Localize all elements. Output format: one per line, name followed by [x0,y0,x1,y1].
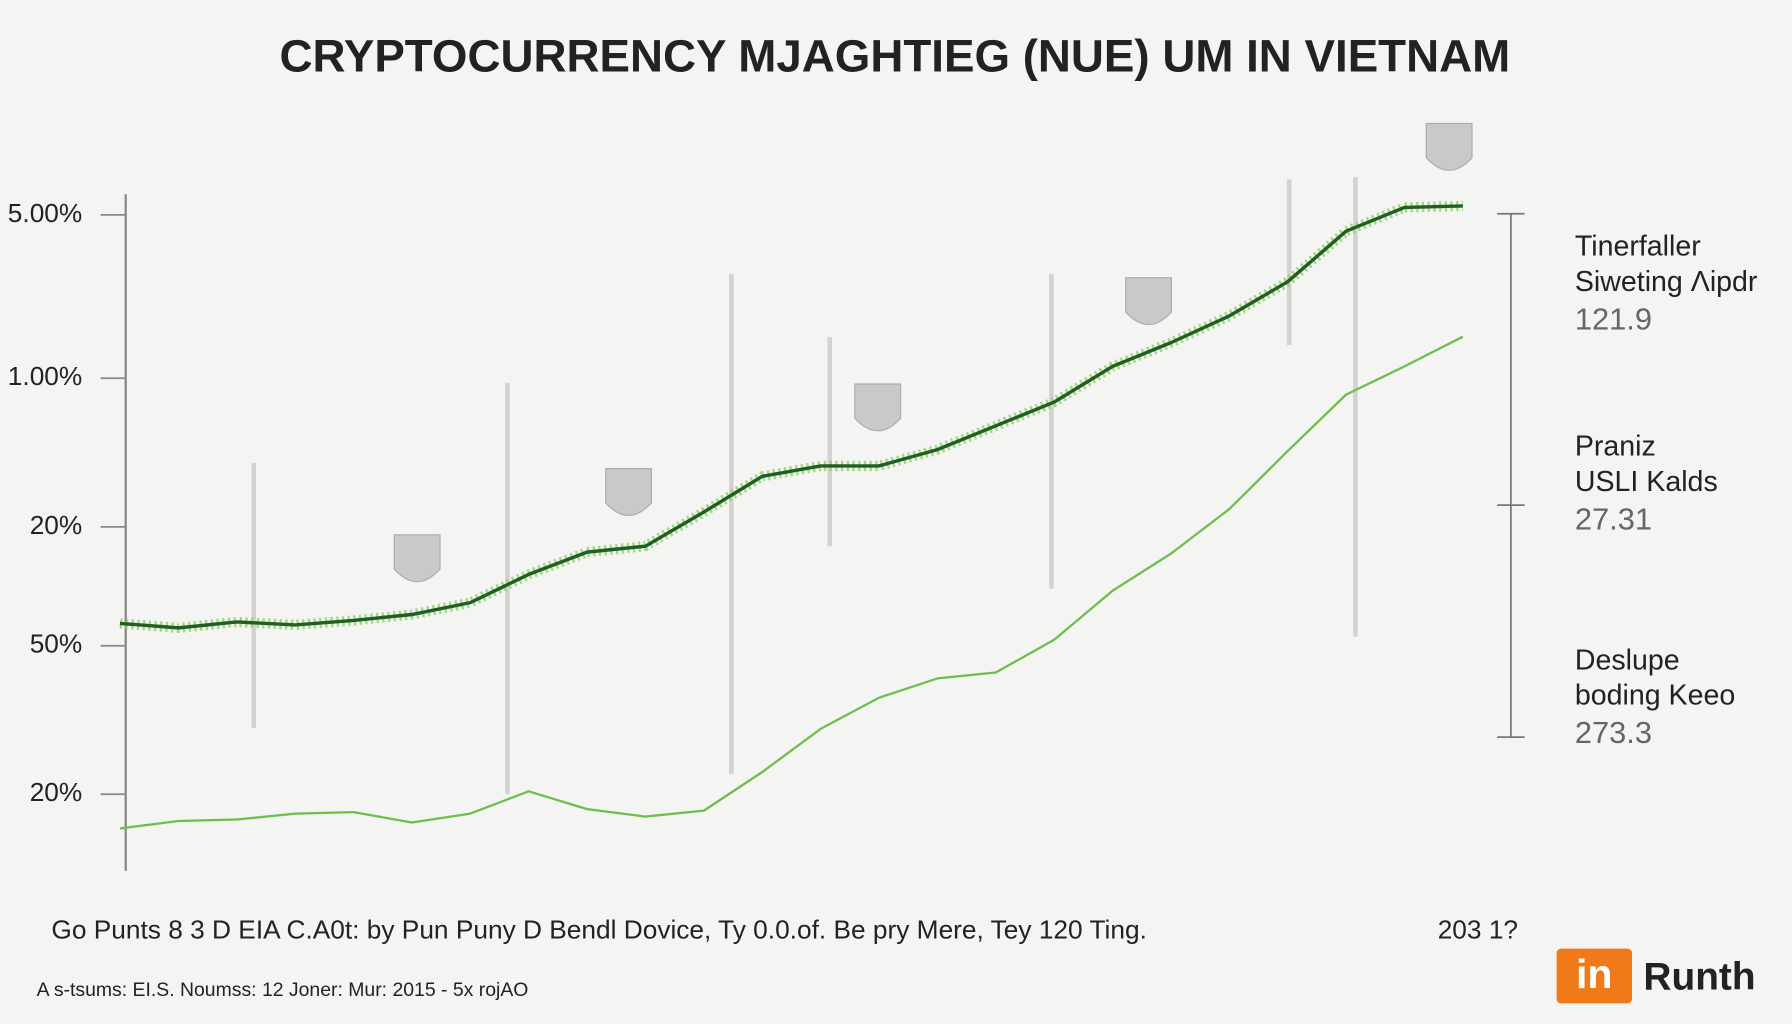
bracket [1497,212,1525,738]
logo-name: Runth [1643,956,1755,999]
annotation-figure: 27.31 [1575,501,1652,536]
source: Go Punts 8 3 D EIA C.A0t: by Pun Puny D … [51,914,1146,944]
annotation-figure: 273.3 [1575,715,1652,750]
annotation-line: Siweting Λipdr [1575,266,1758,298]
y-tick-label: 20% [30,510,83,540]
plot: 20% 50% 20% 1.00% 5.00% [8,198,1464,830]
series-line [119,335,1464,830]
logo-mark: in [1576,951,1613,997]
footnote: A s-tsums: EI.S. Noumss: 12 Joner: Mur: … [37,979,529,1001]
y-tick-label: 5.00% [8,198,82,228]
badges [393,122,1473,583]
annotation-figure: 121.9 [1575,301,1652,336]
annotation-line: boding Keeo [1575,680,1735,712]
decor-bars [251,177,1358,795]
annotation-line: Deslupe [1575,644,1680,676]
y-tick-label: 1.00% [8,361,82,391]
annotation-line: Tinerfaller [1575,231,1701,263]
date-label: 203 1? [1438,914,1518,944]
chart-title: CRYPTOCURRENCY MJAGHTIEG (NUE) UM IN VIE… [280,31,1511,82]
annotation-line: Praniz [1575,431,1656,463]
y-tick-label: 20% [30,777,83,807]
series-line [119,204,1463,630]
y-tick-label: 50% [30,629,83,659]
logo-box [1556,948,1632,1004]
annotation-line: USLI Kalds [1575,466,1718,498]
